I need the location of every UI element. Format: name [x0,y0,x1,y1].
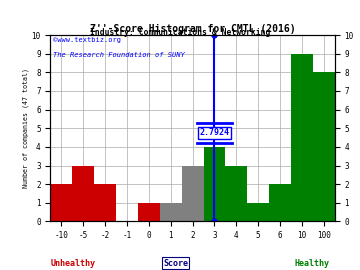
Text: Healthy: Healthy [294,259,329,268]
Bar [138,203,160,221]
Bar [247,203,269,221]
Text: ©www.textbiz.org: ©www.textbiz.org [53,37,121,43]
Bar [313,72,335,221]
Text: 2.7924: 2.7924 [199,129,229,137]
Text: Industry: Communications & Networking: Industry: Communications & Networking [90,28,270,37]
Y-axis label: Number of companies (47 total): Number of companies (47 total) [22,68,29,188]
Text: Score: Score [163,259,188,268]
Text: Unhealthy: Unhealthy [51,259,96,268]
Bar [269,184,291,221]
Title: Z''-Score Histogram for CMTL (2016): Z''-Score Histogram for CMTL (2016) [90,24,296,34]
Bar [291,54,313,221]
Bar [50,184,72,221]
Bar [72,166,94,221]
Text: The Research Foundation of SUNY: The Research Foundation of SUNY [53,52,185,58]
Bar [182,166,203,221]
Bar [160,203,182,221]
Bar [203,147,225,221]
Bar [94,184,116,221]
Bar [225,166,247,221]
